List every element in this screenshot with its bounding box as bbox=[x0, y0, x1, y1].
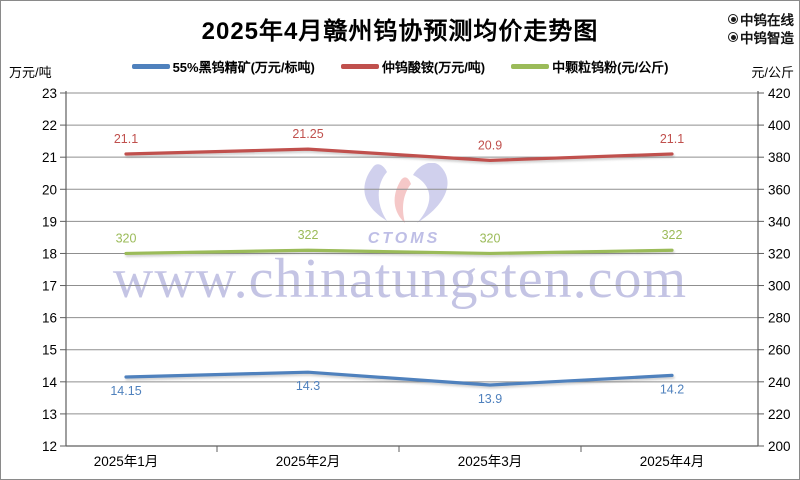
left-tick-label: 20 bbox=[42, 182, 57, 197]
legend-line-swatch bbox=[511, 64, 550, 69]
badge-zhongwu-zhizao: 中钨智造 bbox=[728, 28, 794, 46]
right-tick-label: 340 bbox=[768, 214, 791, 229]
right-axis-unit-label: 元/公斤 bbox=[751, 65, 794, 80]
left-tick-label: 23 bbox=[42, 86, 57, 101]
legend-item-1[interactable]: 仲钨酸铵(万元/吨) bbox=[340, 57, 486, 76]
left-tick-label: 21 bbox=[42, 150, 57, 165]
data-label: 21.1 bbox=[660, 132, 684, 146]
brand-badges: 中钨在线 中钨智造 bbox=[728, 10, 794, 46]
right-tick-label: 360 bbox=[768, 182, 791, 197]
right-tick-label: 200 bbox=[768, 439, 791, 454]
right-tick-label: 380 bbox=[768, 150, 791, 165]
badge-label: 中钨智造 bbox=[740, 31, 794, 46]
legend-label: 55%黑钨精矿(万元/标吨) bbox=[172, 60, 315, 75]
left-tick-label: 15 bbox=[42, 343, 57, 358]
right-tick-label: 240 bbox=[768, 375, 791, 390]
data-label: 320 bbox=[116, 231, 137, 245]
data-label: 21.25 bbox=[292, 127, 323, 141]
left-tick-label: 19 bbox=[42, 214, 57, 229]
series-line bbox=[124, 248, 674, 256]
legend-item-2[interactable]: 中颗粒钨粉(元/公斤) bbox=[511, 57, 668, 76]
watermark-url-text: www.chinatungsten.com bbox=[112, 248, 688, 310]
axis-tick-labels: 23 22 21 20 19 18 17 16 15 14 13 12 420 400 380 360 340 3… bbox=[42, 86, 791, 469]
data-label: 21.1 bbox=[114, 132, 138, 146]
left-tick-label: 12 bbox=[42, 439, 57, 454]
legend: 55%黑钨精矿(万元/标吨) 仲钨酸铵(万元/吨) 中颗粒钨粉(元/公斤) bbox=[1, 57, 799, 76]
x-category-label: 2025年3月 bbox=[458, 454, 523, 469]
data-label: 320 bbox=[480, 231, 501, 245]
data-label: 20.9 bbox=[478, 138, 502, 152]
data-label: 322 bbox=[662, 228, 683, 242]
right-tick-label: 280 bbox=[768, 311, 791, 326]
x-category-label: 2025年2月 bbox=[276, 454, 341, 469]
data-label: 13.9 bbox=[478, 392, 502, 406]
chart-title: 2025年4月赣州钨协预测均价走势图 bbox=[201, 18, 599, 45]
left-tick-label: 13 bbox=[42, 407, 57, 422]
legend-line-swatch bbox=[131, 64, 170, 69]
left-tick-label: 16 bbox=[42, 311, 57, 326]
left-axis-unit-label: 万元/吨 bbox=[9, 65, 52, 80]
left-tick-label: 17 bbox=[42, 279, 57, 294]
data-label: 322 bbox=[298, 228, 319, 242]
legend-label: 中颗粒钨粉(元/公斤) bbox=[552, 60, 669, 75]
left-tick-label: 14 bbox=[42, 375, 58, 390]
bullseye-icon bbox=[728, 14, 738, 24]
x-category-label: 2025年1月 bbox=[94, 454, 159, 469]
legend-label: 仲钨酸铵(万元/吨) bbox=[381, 60, 486, 75]
axes bbox=[65, 91, 759, 447]
series-0: 14.15 14.3 13.9 14.2 bbox=[110, 370, 684, 406]
left-tick-label: 18 bbox=[42, 246, 57, 261]
series-line bbox=[124, 370, 674, 387]
bullseye-icon bbox=[728, 32, 738, 42]
data-label: 14.2 bbox=[660, 382, 684, 396]
badge-zhongwu-online: 中钨在线 bbox=[728, 10, 794, 28]
series-line bbox=[124, 147, 674, 162]
data-label: 14.3 bbox=[296, 379, 320, 393]
data-label: 14.15 bbox=[110, 384, 141, 398]
tick-marks bbox=[60, 92, 764, 452]
series-2: 320 322 320 322 bbox=[116, 228, 683, 256]
left-tick-label: 22 bbox=[42, 118, 57, 133]
legend-item-0[interactable]: 55%黑钨精矿(万元/标吨) bbox=[131, 57, 315, 76]
right-tick-label: 300 bbox=[768, 279, 791, 294]
right-tick-label: 320 bbox=[768, 246, 791, 261]
legend-line-swatch bbox=[340, 64, 379, 69]
gridlines bbox=[66, 92, 758, 447]
ctoms-logo-text: CTOMS bbox=[368, 230, 440, 247]
badge-label: 中钨在线 bbox=[740, 13, 794, 28]
right-tick-label: 260 bbox=[768, 343, 791, 358]
x-category-label: 2025年4月 bbox=[640, 454, 705, 469]
right-tick-label: 220 bbox=[768, 407, 791, 422]
right-tick-label: 400 bbox=[768, 118, 791, 133]
right-tick-label: 420 bbox=[768, 86, 791, 101]
series-1: 21.1 21.25 20.9 21.1 bbox=[114, 127, 684, 162]
